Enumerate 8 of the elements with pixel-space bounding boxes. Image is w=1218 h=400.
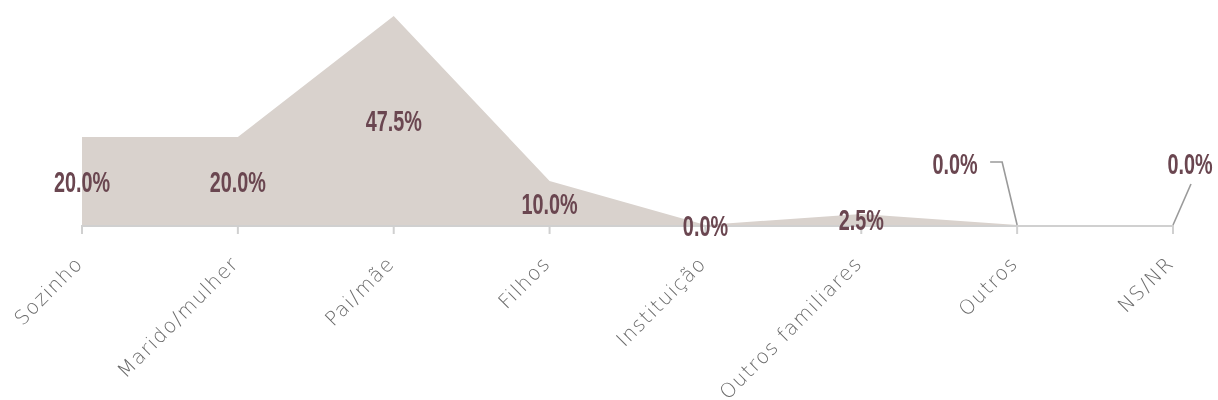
data-label: 0.0% [1167, 146, 1213, 180]
data-label: 0.0% [682, 208, 728, 242]
data-label: 2.5% [838, 202, 884, 237]
data-label: 0.0% [932, 146, 978, 180]
data-label: 47.5% [365, 103, 422, 138]
data-label: 20.0% [209, 164, 266, 198]
data-label: 10.0% [521, 186, 578, 220]
data-label: 20.0% [53, 164, 111, 198]
